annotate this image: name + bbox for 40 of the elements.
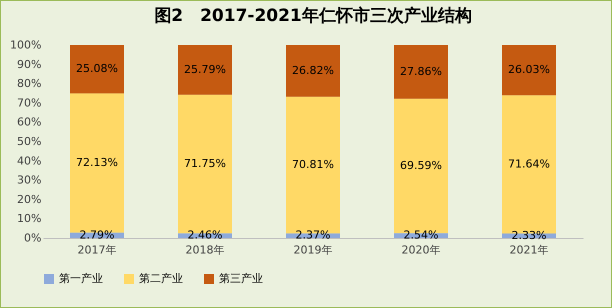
data-label: 69.59% [400,158,442,172]
bar [70,45,124,94]
x-tick-label: 2021年 [510,244,548,256]
data-label: 2.79% [80,228,114,242]
data-label: 2.37% [296,228,330,242]
y-tick-label: 40% [17,154,42,168]
x-tick-label: 2020年 [402,244,440,256]
bar [394,45,448,99]
x-tick-label: 2018年 [186,244,224,256]
data-label: 71.75% [184,157,226,170]
data-label: 26.82% [292,64,334,77]
data-label: 25.79% [184,62,226,76]
data-label: 70.81% [292,158,334,172]
y-tick-label: 80% [17,77,42,90]
data-label: 2.54% [404,228,438,242]
data-label: 2.33% [512,228,546,242]
bar [502,45,556,96]
data-label: 25.08% [76,62,118,76]
data-label: 71.64% [508,157,550,170]
y-tick-label: 30% [17,174,42,187]
bar [178,45,232,95]
legend-label: 第一产业 [59,272,103,285]
y-tick-label: 20% [17,192,42,206]
legend-label: 第三产业 [219,272,263,285]
data-label: 27.86% [400,64,442,78]
y-tick-label: 70% [17,96,42,110]
x-tick-label: 2017年 [78,244,116,256]
data-label: 2.46% [188,228,222,242]
y-tick-label: 10% [17,212,42,226]
bar [286,45,340,97]
y-tick-label: 60% [17,116,42,129]
x-tick-label: 2019年 [294,244,332,256]
y-tick-label: 50% [17,135,42,148]
chart-title: 图2 2017-2021年仁怀市三次产业结构 [154,6,472,26]
y-tick-label: 90% [17,58,42,71]
y-tick-label: 100% [10,38,42,52]
data-label: 26.03% [508,63,550,76]
legend-label: 第二产业 [139,272,183,285]
y-tick-label: 0% [24,232,42,244]
data-label: 72.13% [76,156,118,170]
